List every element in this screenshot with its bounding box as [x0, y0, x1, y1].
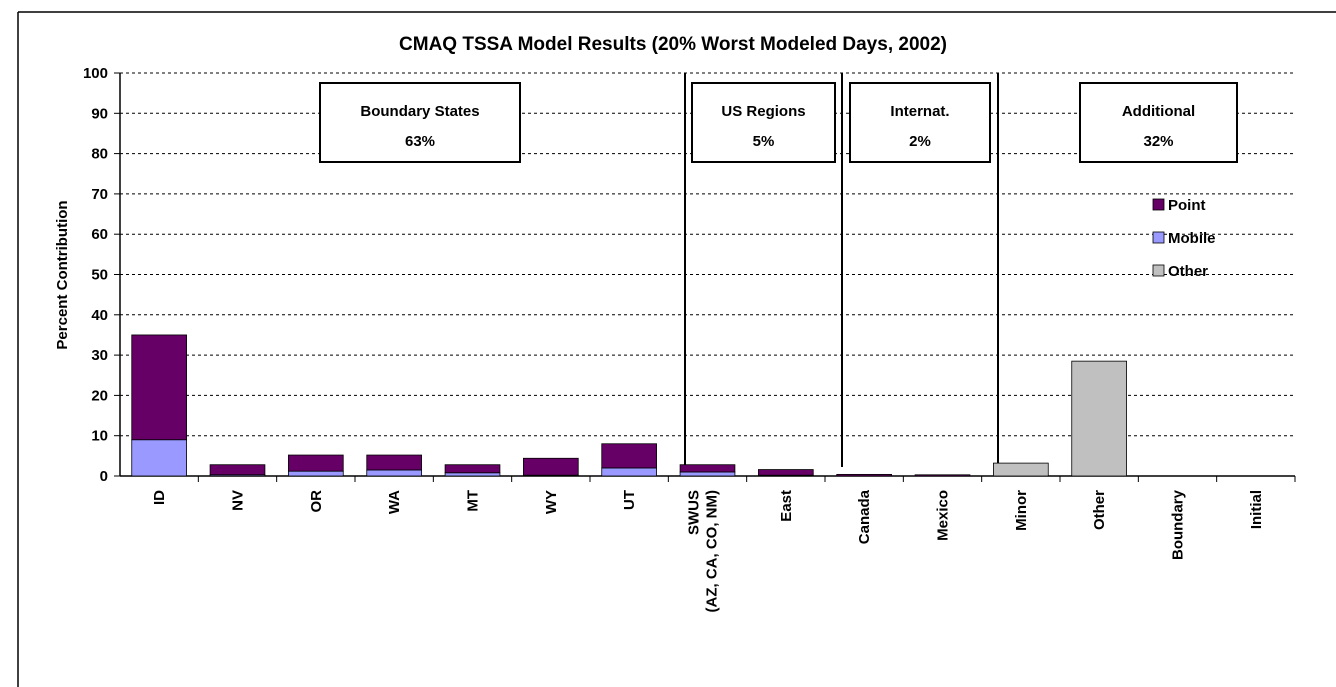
- bar-segment: [758, 469, 814, 476]
- x-tick-label: OR: [308, 490, 325, 513]
- bar-segment: [679, 464, 736, 473]
- bar-segment: [444, 464, 501, 474]
- bar-segment: [209, 464, 266, 476]
- x-tick-label: Mexico: [935, 490, 952, 541]
- bar-segment: [836, 473, 892, 477]
- bar-segment: [1071, 360, 1127, 477]
- legend-swatch: [1152, 264, 1165, 277]
- bar-segment: [288, 454, 344, 472]
- annotation-box: [849, 82, 991, 163]
- bar-segment: [366, 469, 422, 477]
- y-tick-label: 20: [91, 387, 108, 404]
- bar-segment: [679, 471, 736, 477]
- annotation-value: 32%: [1143, 133, 1173, 150]
- annotation-box: [691, 82, 836, 163]
- y-tick-label: 0: [100, 468, 108, 485]
- y-tick-label: 30: [91, 347, 108, 364]
- x-tick-label: Minor: [1013, 490, 1030, 531]
- x-tick-label: Initial: [1248, 490, 1265, 529]
- separators: [684, 73, 999, 467]
- y-tick-label: 60: [91, 226, 108, 243]
- annotation-box: [319, 82, 521, 163]
- bar-segment: [601, 443, 657, 469]
- x-tick-label: MT: [465, 490, 482, 512]
- bar-segment: [601, 467, 657, 477]
- bar-segment: [523, 457, 579, 476]
- x-tick-label: WA: [386, 490, 403, 514]
- x-tick-label: Boundary: [1170, 489, 1187, 560]
- chart-title: CMAQ TSSA Model Results (20% Worst Model…: [399, 34, 947, 55]
- y-tick-label: 50: [91, 267, 108, 284]
- legend-label: Mobile: [1168, 230, 1216, 247]
- legend-swatch: [1152, 231, 1165, 244]
- x-tick-label: UT: [621, 490, 638, 510]
- annotation-value: 2%: [909, 133, 931, 150]
- annotation-title: US Regions: [721, 103, 805, 120]
- x-tick-label: ID: [151, 490, 168, 505]
- annotation-title: Boundary States: [360, 103, 479, 120]
- annotation-title: Additional: [1122, 103, 1195, 120]
- annotation-value: 63%: [405, 133, 435, 150]
- x-tick-label: WY: [543, 490, 560, 514]
- y-tick-label: 90: [91, 105, 108, 122]
- bar-segment: [131, 334, 187, 441]
- annotation-box: [1079, 82, 1238, 163]
- annotation-title: Internat.: [890, 103, 949, 120]
- bar-segment: [288, 470, 344, 477]
- y-axis-label: Percent Contribution: [54, 200, 71, 349]
- x-tick-label: Canada: [856, 489, 873, 544]
- y-tick-label: 100: [83, 65, 108, 82]
- legend-label: Point: [1168, 197, 1206, 214]
- legend-swatch: [1152, 198, 1165, 211]
- legend-label: Other: [1168, 263, 1208, 280]
- y-tick-label: 10: [91, 428, 108, 445]
- y-tick-label: 70: [91, 186, 108, 203]
- bar-segment: [993, 462, 1049, 477]
- bar-segment: [366, 454, 422, 471]
- bar-segment: [131, 439, 187, 477]
- x-tick-label: NV: [230, 490, 247, 511]
- y-tick-label: 80: [91, 146, 108, 163]
- x-tick-label: Other: [1091, 490, 1108, 530]
- annotation-value: 5%: [753, 133, 775, 150]
- x-tick-label: East: [778, 490, 795, 522]
- bar-segment: [914, 474, 971, 477]
- bar-segment: [444, 472, 501, 477]
- x-tick-label: SWUS(AZ, CA, CO, NM): [686, 490, 721, 612]
- y-tick-label: 40: [91, 307, 108, 324]
